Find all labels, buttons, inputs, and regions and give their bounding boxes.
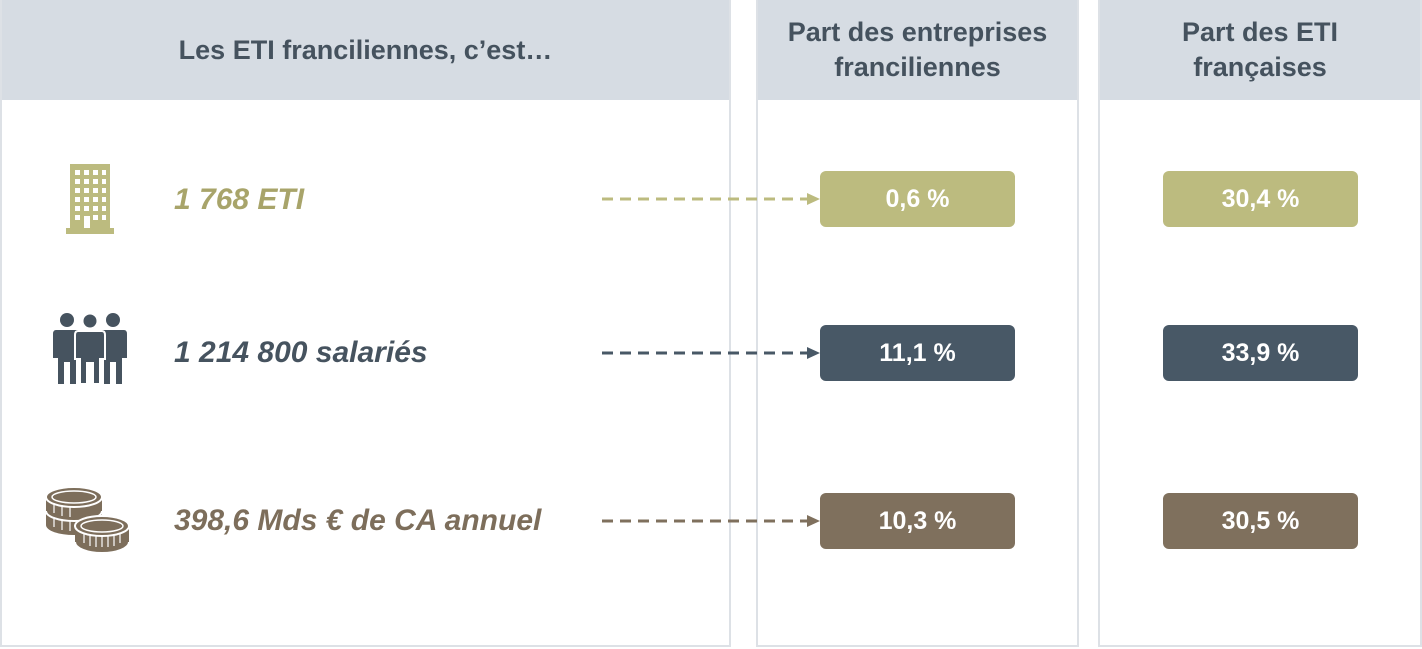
- pill-employees-share-idf-text: 11,1 %: [879, 338, 956, 367]
- share-idf-panel: Part des entreprises franciliennes: [756, 0, 1079, 647]
- share-idf-header-line1: Part des entreprises: [787, 17, 1048, 47]
- pill-employees-share-fr: 33,9 %: [1163, 325, 1358, 381]
- building-icon: [66, 164, 114, 234]
- people-icon: [53, 312, 127, 384]
- row-revenue-label: 398,6 Mds € de CA annuel: [174, 504, 542, 537]
- share-fr-header-line2: françaises: [1193, 52, 1327, 82]
- share-fr-header: Part des ETI françaises: [1100, 0, 1420, 100]
- row-eti-label: 1 768 ETI: [174, 183, 305, 216]
- pill-revenue-share-idf: 10,3 %: [820, 493, 1015, 549]
- summary-header: Les ETI franciliennes, c’est…: [2, 0, 729, 100]
- row-employees-label: 1 214 800 salariés: [174, 336, 428, 369]
- pill-revenue-share-fr-text: 30,5 %: [1221, 506, 1300, 535]
- arrow-employees: [602, 347, 820, 359]
- arrow-revenue: [602, 515, 820, 527]
- share-idf-header-line2: franciliennes: [834, 52, 1001, 82]
- arrow-eti: [602, 193, 820, 205]
- pill-revenue-share-idf-text: 10,3 %: [878, 506, 957, 535]
- share-fr-header-line1: Part des ETI: [1181, 17, 1339, 47]
- coins-icon: [45, 486, 130, 554]
- pill-employees-share-fr-text: 33,9 %: [1221, 338, 1300, 367]
- pill-eti-share-idf-text: 0,6 %: [885, 184, 950, 213]
- pill-employees-share-idf: 11,1 %: [820, 325, 1015, 381]
- pill-eti-share-fr-text: 30,4 %: [1221, 184, 1300, 213]
- pill-revenue-share-fr: 30,5 %: [1163, 493, 1358, 549]
- pill-eti-share-idf: 0,6 %: [820, 171, 1015, 227]
- share-idf-header: Part des entreprises franciliennes: [758, 0, 1077, 100]
- summary-header-text: Les ETI franciliennes, c’est…: [178, 34, 553, 65]
- share-fr-panel: Part des ETI françaises: [1098, 0, 1422, 647]
- pill-eti-share-fr: 30,4 %: [1163, 171, 1358, 227]
